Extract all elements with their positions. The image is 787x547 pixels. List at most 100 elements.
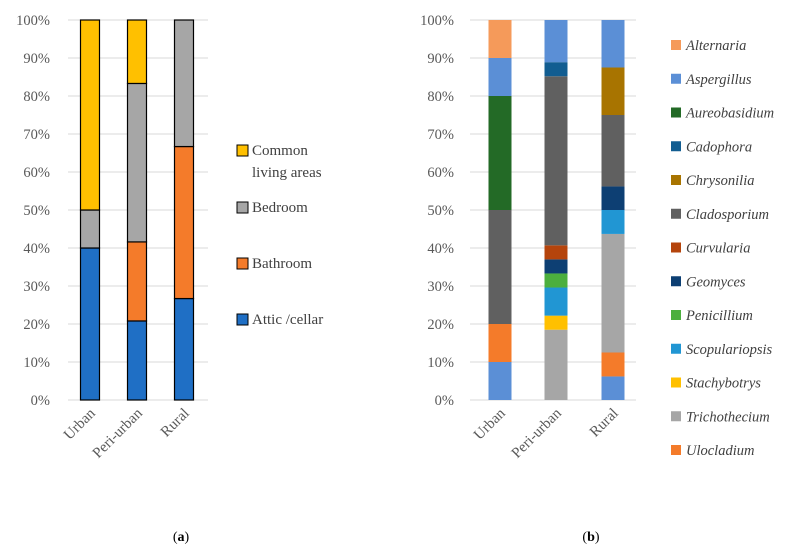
y-tick-label-a: 70%: [23, 127, 50, 143]
legend-b-swatch-geomyces: [671, 276, 681, 287]
bar-segment-b-peri-urban-geomyces: [544, 259, 568, 274]
legend-b-swatch-chrysonilia: [671, 175, 681, 185]
y-tick-label-b: 100%: [420, 13, 454, 29]
bar-segment-b-rural-aspergillus: [601, 376, 625, 400]
bar-segment-b-urban-aureobasidium: [488, 96, 512, 210]
legend-b-label-penicillium: Penicillium: [685, 308, 753, 324]
bar-segment-a-rural-bedroom: [173, 19, 195, 148]
legend-a-label-line: Common: [252, 143, 308, 159]
bar-segment-b-rural-aspergillus: [601, 20, 625, 68]
bar-segment-b-peri-urban-aspergillus: [544, 20, 568, 63]
bar-segment-b-peri-urban-trichothecium: [544, 329, 568, 400]
y-tick-label-b: 0%: [435, 393, 454, 409]
chart-b: 0%10%20%30%40%50%60%70%80%90%100%Urban Pe…: [420, 13, 774, 462]
legend-a-label-bedroom: Bedroom: [252, 200, 308, 216]
chart-a: 0% 10% 20% 30% 40% 50% 60% 70% 80% 90% 100% UrbanPe…: [16, 13, 323, 462]
bar-segment-a-peri-urban-common-living-areas: [126, 19, 148, 85]
bar-segment-b-rural-ulocladium: [601, 352, 625, 377]
bar-segment-b-peri-urban-penicillium: [544, 273, 568, 288]
y-tick-label-b: 90%: [427, 51, 454, 67]
bar-segment-b-urban-alternaria: [488, 20, 512, 58]
bar-segment-a-peri-urban-attic-cellar: [126, 320, 148, 401]
bar-segment-b-rural-scopulariopsis: [601, 210, 625, 234]
x-tick-label-b: Rural: [587, 406, 622, 441]
bar-segment-b-rural-cladosporium: [601, 115, 625, 187]
legend-a-label-line: living areas: [252, 165, 322, 181]
legend-b-swatch-aureobasidium: [671, 107, 681, 118]
bar-segment-b-rural-trichothecium: [601, 233, 625, 353]
y-tick-label-a: 20%: [23, 317, 50, 333]
legend-a-swatch-bathroom: [236, 257, 249, 270]
y-tick-label-b: 80%: [427, 89, 454, 105]
legend-b-label-stachybotrys: Stachybotrys: [686, 376, 761, 392]
bar-segment-b-peri-urban-scopulariopsis: [544, 287, 568, 316]
legend-b-label-alternaria: Alternaria: [685, 38, 746, 54]
y-tick-label-a: 10%: [23, 355, 50, 371]
legend-b-label-trichothecium: Trichothecium: [686, 409, 770, 425]
y-tick-label-a: 30%: [23, 279, 50, 295]
bar-segment-b-urban-cladosporium: [488, 210, 512, 324]
panel-label-a-text: (a): [173, 530, 190, 545]
y-tick-label-b: 20%: [427, 317, 454, 333]
legend-b-swatch-penicillium: [671, 310, 681, 320]
y-tick-label-a: 0%: [31, 393, 50, 409]
bar-segment-a-rural-attic-cellar: [173, 297, 195, 401]
legend-b-swatch-cladosporium: [671, 208, 681, 219]
legend-b-label-ulocladium: Ulocladium: [686, 443, 754, 459]
y-tick-label-b: 30%: [427, 279, 454, 295]
legend-a-swatch-bedroom: [236, 201, 249, 214]
panel-label-a: a: [178, 530, 185, 545]
legend-b-swatch-trichothecium: [671, 411, 681, 422]
legend-b-swatch-ulocladium: [671, 445, 681, 455]
x-tick-label-a: Rural: [158, 406, 193, 441]
legend-b-swatch-alternaria: [671, 40, 681, 50]
legend-b-swatch-cadophora: [671, 141, 681, 152]
bar-segment-a-urban-attic-cellar: [79, 247, 101, 401]
bar-segment-b-rural-chrysonilia: [601, 67, 625, 115]
bar-segment-b-urban-aspergillus: [488, 58, 512, 96]
bar-segment-b-rural-geomyces: [601, 186, 625, 210]
legend-a-label-bathroom: Bathroom: [252, 256, 312, 272]
bar-segment-b-peri-urban-curvularia: [544, 245, 568, 260]
bar-segment-a-urban-common-living-areas: [79, 19, 101, 211]
bar-segment-a-rural-bathroom: [173, 145, 195, 300]
legend-b-label-scopulariopsis: Scopulariopsis: [686, 342, 773, 358]
y-tick-label-a: 80%: [23, 89, 50, 105]
y-tick-label-a: 100%: [16, 13, 50, 29]
bar-segment-b-peri-urban-cladosporium: [544, 76, 568, 246]
legend-a-swatch-common-living-areas: [236, 144, 249, 157]
legend-b-label-cadophora: Cadophora: [686, 139, 752, 155]
y-tick-label-b: 60%: [427, 165, 454, 181]
y-tick-label-b: 40%: [427, 241, 454, 257]
x-tick-label-a: Urban: [61, 405, 99, 443]
legend-a-label-common-living-areas: Common living areas: [252, 143, 322, 181]
legend-b-swatch-curvularia: [671, 242, 681, 253]
legend-b-swatch-scopulariopsis: [671, 343, 681, 354]
x-tick-label-a: Peri-urban: [90, 405, 146, 461]
bar-segment-b-urban-aspergillus: [488, 362, 512, 400]
bar-segment-b-peri-urban-cadophora: [544, 62, 568, 77]
legend-b-label-curvularia: Curvularia: [686, 241, 750, 257]
bar-segment-a-peri-urban-bedroom: [126, 82, 148, 243]
legend-b-label-cladosporium: Cladosporium: [686, 207, 769, 223]
bar-segment-a-peri-urban-bathroom: [126, 241, 148, 322]
legend-b-swatch-stachybotrys: [671, 377, 681, 388]
legend-b-label-geomyces: Geomyces: [686, 274, 746, 290]
legend-b-label-aspergillus: Aspergillus: [685, 72, 752, 88]
y-tick-label-a: 60%: [23, 165, 50, 181]
y-tick-label-b: 10%: [427, 355, 454, 371]
bar-segment-b-peri-urban-stachybotrys: [544, 315, 568, 330]
bar-segment-a-urban-bedroom: [79, 209, 101, 249]
legend-b-swatch-aspergillus: [671, 73, 681, 84]
bar-segment-b-urban-ulocladium: [488, 324, 512, 362]
legend-b-label-chrysonilia: Chrysonilia: [686, 173, 754, 189]
legend-a-swatch-attic-cellar: [236, 313, 249, 326]
y-tick-label-b: 70%: [427, 127, 454, 143]
legend-a-label-attic-cellar: Attic /cellar: [252, 312, 323, 328]
panel-label-b-text: (b): [582, 530, 599, 545]
y-tick-label-b: 50%: [427, 203, 454, 219]
y-tick-label-a: 50%: [23, 203, 50, 219]
legend-b-label-aureobasidium: Aureobasidium: [685, 106, 774, 122]
x-tick-label-b: Peri-urban: [509, 405, 565, 461]
